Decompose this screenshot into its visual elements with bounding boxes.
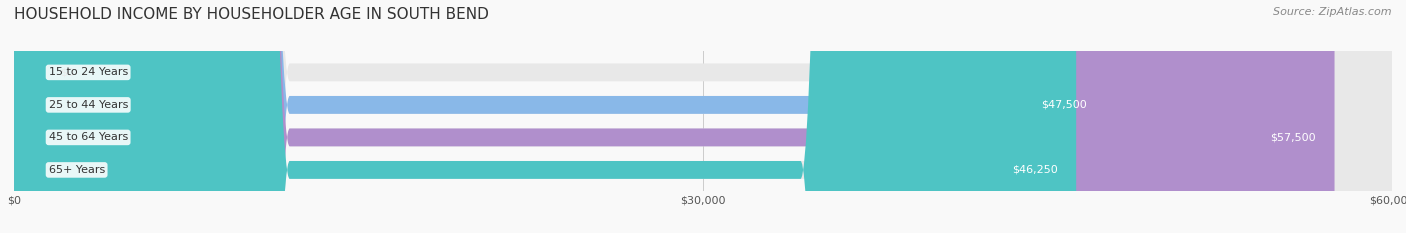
Text: 45 to 64 Years: 45 to 64 Years <box>48 132 128 142</box>
Text: 65+ Years: 65+ Years <box>48 165 105 175</box>
FancyBboxPatch shape <box>14 0 1392 233</box>
Text: $47,500: $47,500 <box>1040 100 1087 110</box>
Text: 15 to 24 Years: 15 to 24 Years <box>48 67 128 77</box>
Text: Source: ZipAtlas.com: Source: ZipAtlas.com <box>1274 7 1392 17</box>
Text: 25 to 44 Years: 25 to 44 Years <box>48 100 128 110</box>
FancyBboxPatch shape <box>14 0 1334 233</box>
Text: HOUSEHOLD INCOME BY HOUSEHOLDER AGE IN SOUTH BEND: HOUSEHOLD INCOME BY HOUSEHOLDER AGE IN S… <box>14 7 489 22</box>
FancyBboxPatch shape <box>14 0 1105 233</box>
Text: $46,250: $46,250 <box>1012 165 1057 175</box>
Text: $0: $0 <box>60 67 75 77</box>
FancyBboxPatch shape <box>14 0 1392 233</box>
FancyBboxPatch shape <box>14 0 1392 233</box>
FancyBboxPatch shape <box>14 0 1076 233</box>
FancyBboxPatch shape <box>14 0 1392 233</box>
Text: $57,500: $57,500 <box>1271 132 1316 142</box>
